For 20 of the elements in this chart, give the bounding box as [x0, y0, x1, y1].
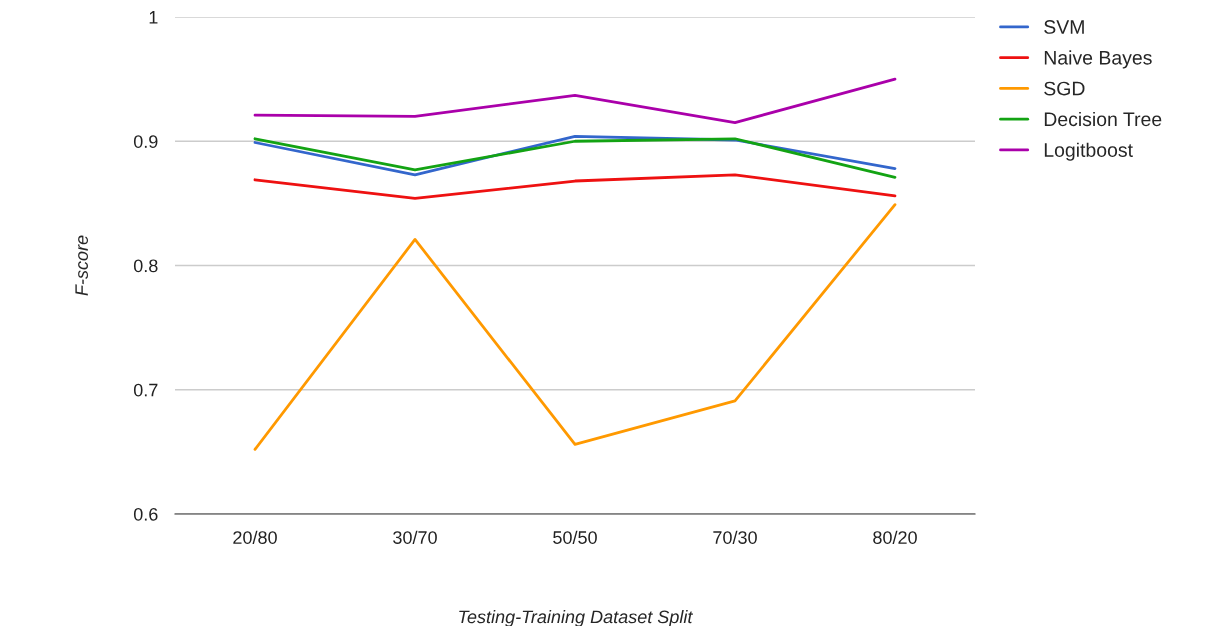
y-tick-label: 0.8: [133, 259, 158, 273]
y-axis-title: F-score: [75, 235, 88, 296]
legend-label: Decision Tree: [1044, 111, 1162, 127]
line-series: [253, 77, 897, 124]
x-tick-label: 50/50: [553, 530, 597, 544]
legend-label: SVM: [1044, 20, 1084, 34]
x-axis-title: Testing-Training Dataset Split: [459, 610, 694, 626]
line-series: [253, 203, 897, 451]
legend-label: Naive Bayes: [1044, 50, 1152, 69]
legend-label: SGD: [1044, 81, 1085, 96]
x-tick-label: 20/80: [233, 530, 277, 544]
y-tick-label: 1: [149, 11, 158, 24]
x-tick-label: 70/30: [713, 530, 757, 544]
y-tick-label: 0.9: [133, 135, 158, 148]
legend-label: Logitboost: [1044, 142, 1133, 161]
line-series: [253, 173, 897, 200]
y-tick-label: 0.7: [133, 383, 158, 397]
x-tick-label: 30/70: [393, 530, 437, 544]
x-tick-label: 80/20: [873, 530, 917, 544]
y-tick-label: 0.6: [133, 507, 158, 521]
